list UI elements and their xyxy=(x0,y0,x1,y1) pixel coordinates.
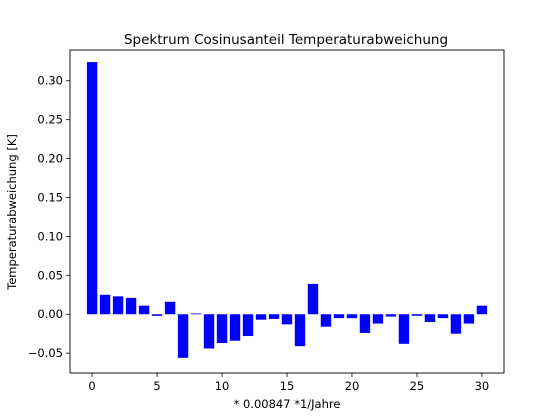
bar-18 xyxy=(320,314,332,327)
bar-22 xyxy=(372,314,384,324)
bar-15 xyxy=(281,314,293,325)
bar-5 xyxy=(151,314,163,316)
plot-frame xyxy=(69,49,505,374)
bar-21 xyxy=(359,314,371,333)
bar-13 xyxy=(255,314,267,320)
y-tick-label: 0.00 xyxy=(37,307,63,321)
chart-title: Spektrum Cosinusanteil Temperaturabweich… xyxy=(124,32,448,48)
x-axis: 0 5 10 15 20 25 30 xyxy=(88,373,489,393)
x-tick-label: 30 xyxy=(475,379,490,393)
bar-12 xyxy=(242,314,254,337)
bar-14 xyxy=(268,314,280,319)
x-tick-label: 20 xyxy=(345,379,360,393)
bar-8 xyxy=(190,313,202,315)
x-axis-label: * 0.00847 *1/Jahre xyxy=(234,397,341,411)
bar-4 xyxy=(138,305,150,315)
y-tick-label: 0.20 xyxy=(37,152,63,166)
y-tick-label: 0.15 xyxy=(37,190,63,204)
bar-19 xyxy=(333,314,345,319)
bar-26 xyxy=(424,314,436,323)
bar-0 xyxy=(86,62,98,315)
y-axis-label: Temperaturabweichung [K] xyxy=(5,134,19,291)
bar-3 xyxy=(125,297,137,315)
bar-20 xyxy=(346,314,358,319)
bar-6 xyxy=(164,301,176,315)
bar-7 xyxy=(177,314,189,358)
x-tick-label: 25 xyxy=(410,379,425,393)
bar-2 xyxy=(112,296,124,315)
bar-28 xyxy=(450,314,462,334)
bar-27 xyxy=(437,314,449,319)
y-tick-label: 0.10 xyxy=(37,229,63,243)
y-tick-label: 0.05 xyxy=(37,268,63,282)
x-tick-label: 5 xyxy=(153,379,160,393)
bar-10 xyxy=(216,314,228,344)
bar-30 xyxy=(476,305,488,315)
bar-17 xyxy=(307,283,319,315)
x-tick-label: 0 xyxy=(88,379,95,393)
bar-9 xyxy=(203,314,215,349)
y-tick-label: 0.25 xyxy=(37,113,63,127)
x-tick-label: 10 xyxy=(215,379,230,393)
bar-11 xyxy=(229,314,241,341)
bar-16 xyxy=(294,314,306,347)
y-tick-label: 0.30 xyxy=(37,74,63,88)
y-tick-label: −0.05 xyxy=(28,346,63,360)
x-tick-label: 15 xyxy=(280,379,295,393)
bar-23 xyxy=(385,314,397,317)
bars-layer xyxy=(86,62,488,358)
bar-24 xyxy=(398,314,410,344)
bar-29 xyxy=(463,314,475,324)
bar-25 xyxy=(411,314,423,316)
bar-1 xyxy=(99,294,111,315)
y-axis: −0.05 0.00 0.05 0.10 0.15 0.20 0.25 0.30 xyxy=(28,74,70,360)
